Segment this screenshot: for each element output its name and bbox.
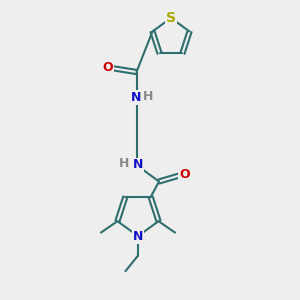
Text: S: S [166,11,176,25]
Text: O: O [103,61,113,74]
Text: N: N [131,91,142,104]
Text: N: N [133,158,143,172]
Text: H: H [119,157,130,170]
Text: N: N [133,230,143,243]
Text: H: H [143,89,153,103]
Text: O: O [179,167,190,181]
